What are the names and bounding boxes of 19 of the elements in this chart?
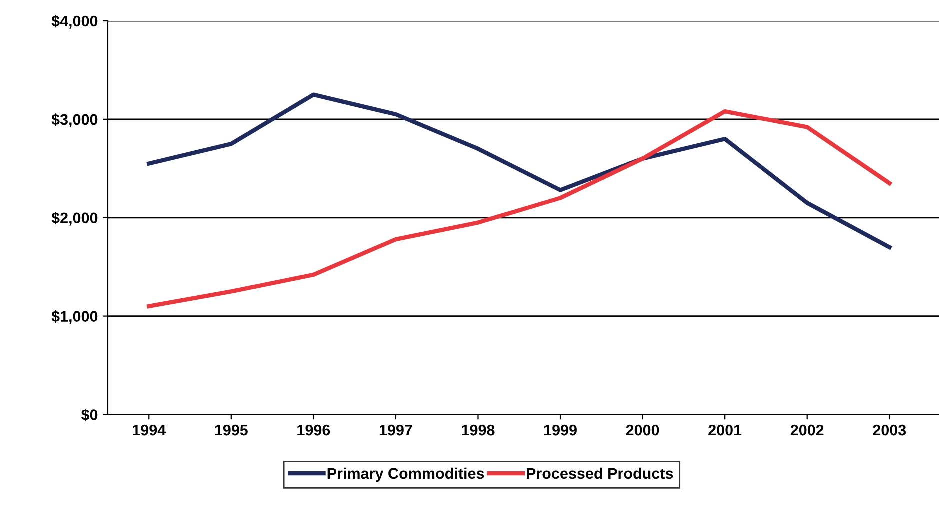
legend-label: Processed Products xyxy=(527,468,674,480)
y-tick-label: $2,000 xyxy=(52,212,98,226)
x-tick-label: 1997 xyxy=(380,424,412,436)
y-tick-label: $3,000 xyxy=(52,114,98,128)
x-tick-label: 2003 xyxy=(873,424,906,436)
y-tick-label: $0 xyxy=(81,408,98,422)
x-tick-label: 2001 xyxy=(708,424,742,436)
x-tick-label: 1996 xyxy=(298,424,330,436)
x-tick-label: 2000 xyxy=(626,424,660,436)
y-tick-label: $4,000 xyxy=(52,15,98,29)
x-tick-label: 2002 xyxy=(790,424,824,436)
x-tick-label: 1998 xyxy=(462,424,495,436)
x-tick-label: 1995 xyxy=(215,424,248,436)
x-tick-label: 1994 xyxy=(133,424,166,436)
y-tick-label: $1,000 xyxy=(52,310,98,324)
legend-label: Primary Commodities xyxy=(328,468,484,482)
x-tick-label: 1999 xyxy=(544,424,577,436)
line-series xyxy=(147,92,892,250)
line-series xyxy=(147,109,892,309)
